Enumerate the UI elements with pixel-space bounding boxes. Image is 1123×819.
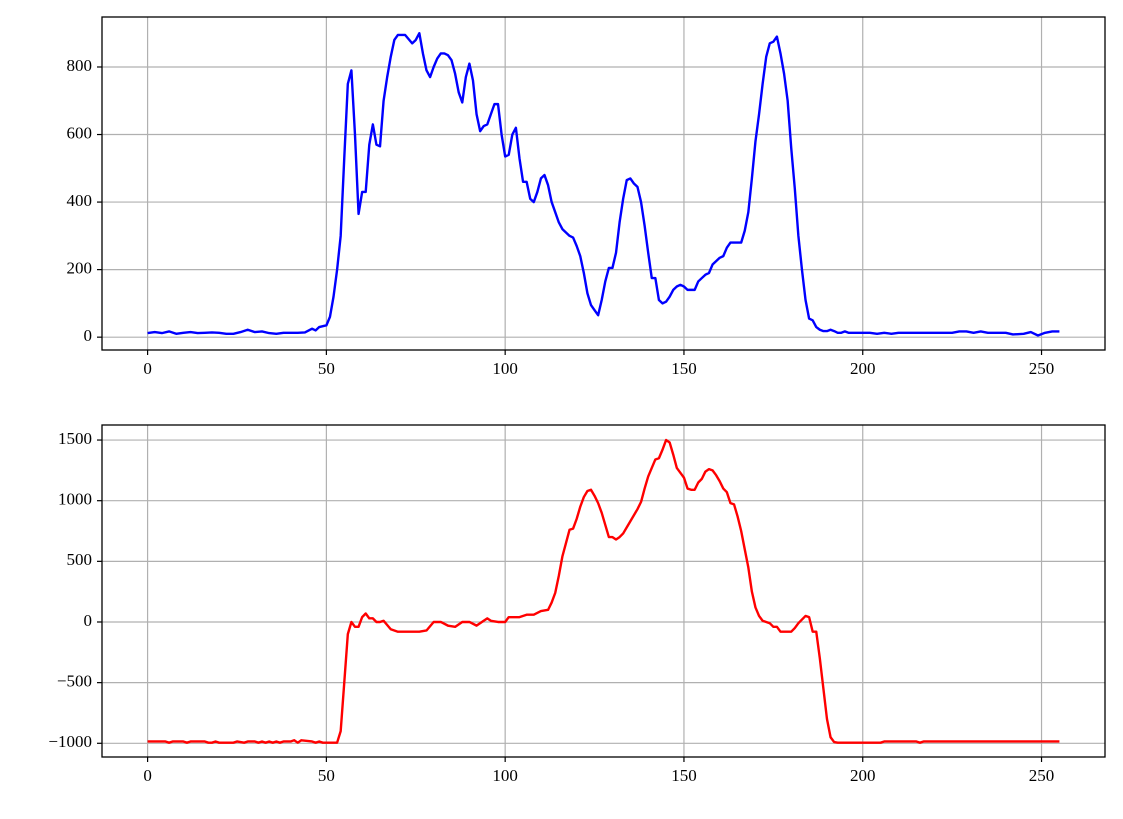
- axes-frame: [101, 424, 1106, 758]
- y-tick-label: 0: [84, 326, 93, 345]
- x-tick-label: 0: [143, 766, 152, 785]
- x-tick-label: 100: [492, 766, 518, 785]
- y-tick-label: 500: [67, 550, 93, 569]
- data-line: [147, 438, 1060, 744]
- x-tick-label: 50: [318, 766, 335, 785]
- y-tick-label: 400: [67, 191, 93, 210]
- x-tick-label: 50: [318, 359, 335, 378]
- x-tick-label: 250: [1029, 359, 1055, 378]
- x-tick-label: 200: [850, 766, 876, 785]
- data-line: [147, 32, 1060, 337]
- y-tick-label: 600: [67, 123, 93, 142]
- x-tick-label: 0: [143, 359, 152, 378]
- y-tick-label: 0: [84, 611, 93, 630]
- x-tick-label: 250: [1029, 766, 1055, 785]
- x-tick-label: 200: [850, 359, 876, 378]
- x-tick-label: 150: [671, 359, 697, 378]
- y-tick-label: 1500: [58, 429, 92, 448]
- y-tick-label: 1000: [58, 490, 92, 509]
- y-tick-label: −500: [57, 672, 92, 691]
- x-tick-label: 150: [671, 766, 697, 785]
- y-tick-label: 200: [67, 259, 93, 278]
- y-tick-label: 800: [67, 56, 93, 75]
- x-tick-label: 100: [492, 359, 518, 378]
- y-tick-label: −1000: [48, 732, 92, 751]
- axes-frame: [101, 16, 1106, 351]
